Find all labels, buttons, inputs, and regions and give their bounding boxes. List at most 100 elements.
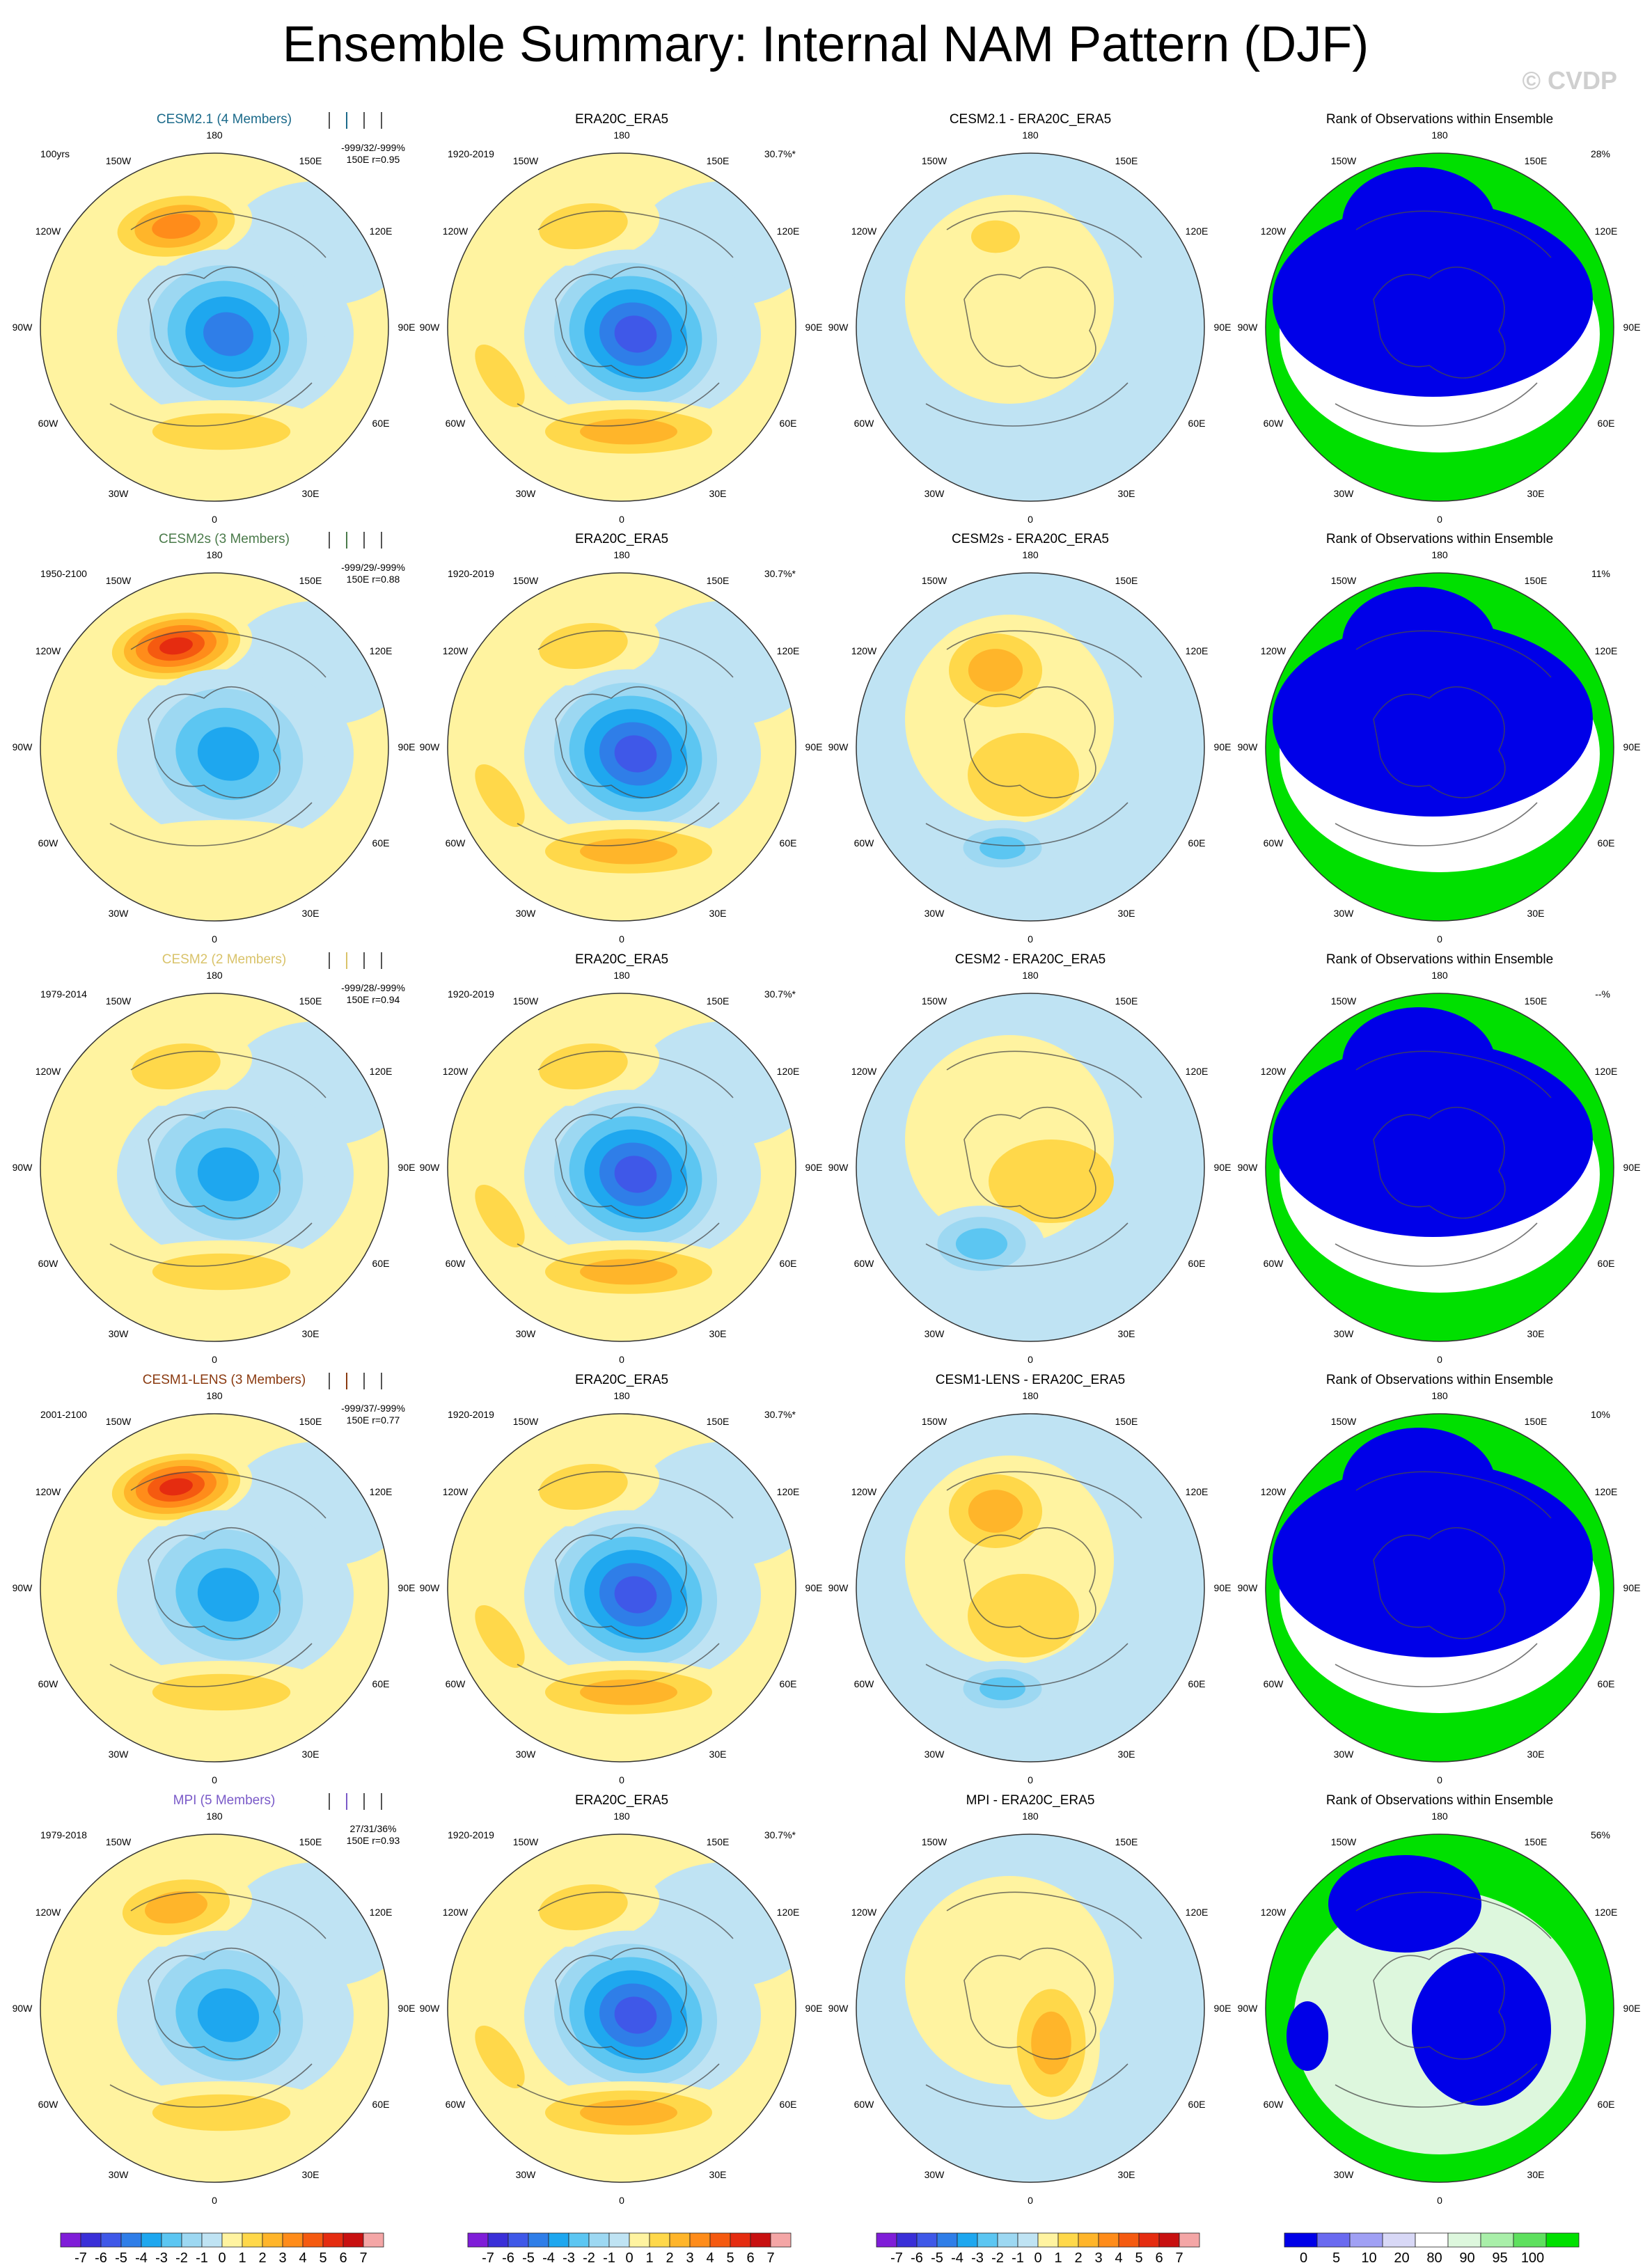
colorbar-tick-label: 2 [666, 2250, 673, 2263]
longitude-label: 90W [13, 741, 33, 752]
atlantic-high-contour [152, 1673, 291, 1711]
colorbar-tick-label: 80 [1426, 2250, 1442, 2263]
colorbar-tick-label: 5 [1332, 2250, 1340, 2263]
longitude-label: 0 [1028, 933, 1033, 945]
arctic-low-contour [614, 1996, 657, 2034]
longitude-label: 120W [1261, 1066, 1287, 1077]
longitude-label: 60E [780, 1258, 797, 1269]
rank-panel-title: Rank of Observations within Ensemble [1326, 1373, 1553, 1387]
longitude-label: 120W [1261, 226, 1287, 237]
longitude-label: 60W [38, 1258, 59, 1269]
coastline [517, 1050, 734, 1267]
colorbar-swatch [750, 2232, 771, 2248]
longitude-label: 30E [1527, 1328, 1545, 1339]
model-stats: 27/31/36% [350, 1823, 397, 1834]
longitude-label: 120E [370, 645, 393, 656]
longitude-label: 90W [420, 2003, 441, 2014]
longitude-label: 180 [206, 549, 223, 560]
rank-percent: 56% [1591, 1829, 1610, 1840]
map-field [856, 1414, 1204, 1762]
colorbar-swatch [1158, 2232, 1180, 2248]
pacific-high-contour [159, 637, 193, 655]
longitude-label: 30E [302, 1328, 320, 1339]
longitude-label: 30E [709, 1749, 727, 1760]
coastline [925, 630, 1142, 846]
pacific-high-contour [539, 1043, 628, 1090]
map-field [856, 153, 1204, 501]
obs-percent: 30.7%* [764, 988, 796, 1000]
map-field [448, 573, 796, 921]
longitude-label: 120E [777, 226, 800, 237]
pacific-high-contour [152, 213, 200, 239]
longitude-label: 90E [1214, 322, 1232, 333]
longitude-label: 150W [922, 155, 947, 166]
colorbar-tick-label: 90 [1459, 2250, 1474, 2263]
longitude-label: 30E [1527, 908, 1545, 919]
longitude-label: 0 [1437, 1774, 1442, 1785]
map-border [447, 572, 796, 922]
longitude-label: 0 [212, 2195, 217, 2206]
longitude-label: 90W [828, 2003, 849, 2014]
colorbar-swatch [608, 2232, 630, 2248]
longitude-label: 90W [1238, 741, 1259, 752]
map-field [448, 1834, 796, 2182]
longitude-label: 120W [851, 1066, 877, 1077]
colorbar-tick-label: 7 [766, 2250, 774, 2263]
longitude-label: 150W [106, 155, 132, 166]
model-panel-title: CESM2s (3 Members) [159, 532, 290, 546]
longitude-label: 60E [780, 837, 797, 849]
longitude-label: 60W [1264, 837, 1284, 849]
longitude-label: 90E [1214, 1582, 1232, 1593]
longitude-label: 60W [446, 837, 466, 849]
longitude-label: 60W [446, 2099, 466, 2110]
colorbar-swatch [141, 2232, 162, 2248]
obs-panel-title: ERA20C_ERA5 [575, 1793, 668, 1808]
longitude-label: 60W [1264, 1258, 1284, 1269]
pacific-east-contour [49, 1582, 136, 1691]
longitude-label: 150E [1115, 1416, 1138, 1427]
map-border [40, 1413, 389, 1763]
longitude-label: 120E [370, 1486, 393, 1497]
longitude-label: 180 [1022, 970, 1039, 981]
longitude-label: 120W [36, 1907, 61, 1918]
difference-panel: CESM2.1 - ERA20C_ERA5 180 150E 120E 90E 60E 30… [828, 112, 1232, 525]
longitude-label: 150E [1115, 995, 1138, 1007]
rank-percent: 28% [1591, 148, 1610, 159]
longitude-label: 120E [1595, 1907, 1618, 1918]
longitude-label: 120E [1186, 1907, 1209, 1918]
longitude-label: 60E [780, 2099, 797, 2110]
colorbar-swatch [1057, 2232, 1079, 2248]
longitude-label: 30W [1334, 1749, 1355, 1760]
longitude-label: 30W [925, 2169, 945, 2180]
rank-panel: Rank of Observations within Ensemble --% 1… [1238, 952, 1641, 1365]
longitude-label: 60W [854, 2099, 875, 2110]
map-field [1266, 1414, 1614, 1762]
longitude-label: 150W [106, 1416, 132, 1427]
obs-period: 1920-2019 [448, 148, 494, 159]
map-field [1266, 1834, 1614, 2182]
longitude-label: 0 [1028, 1774, 1033, 1785]
colorbar-swatch [977, 2232, 998, 2248]
colorbar-tick-label: -2 [991, 2250, 1004, 2263]
longitude-label: 90W [828, 322, 849, 333]
colorbar-swatch [629, 2232, 650, 2248]
longitude-label: 120E [1595, 1486, 1618, 1497]
atlantic-high-contour [152, 1253, 291, 1291]
model-pattern-panel: MPI (5 Members) 1979-2018 27/31/36%150E r=… [13, 1793, 415, 2206]
map-border [1265, 993, 1614, 1342]
map-border [447, 993, 796, 1342]
longitude-label: 120W [36, 1486, 61, 1497]
longitude-label: 0 [1437, 1354, 1442, 1365]
observation-pattern-panel: ERA20C_ERA5 1920-2019 30.7%* 180 150E 120E 90E… [420, 952, 823, 1365]
longitude-label: 60W [38, 2099, 59, 2110]
obs-percent: 30.7%* [764, 148, 796, 159]
longitude-label: 90E [1623, 741, 1641, 752]
colorbar-swatch [1316, 2232, 1351, 2248]
map-field [1266, 573, 1614, 921]
longitude-label: 150W [513, 1836, 539, 1847]
colorbar-tick-label: 4 [706, 2250, 714, 2263]
coastline [517, 1471, 734, 1687]
longitude-label: 90E [398, 322, 416, 333]
arctic-low-contour [614, 735, 657, 773]
longitude-label: 30W [516, 1749, 537, 1760]
